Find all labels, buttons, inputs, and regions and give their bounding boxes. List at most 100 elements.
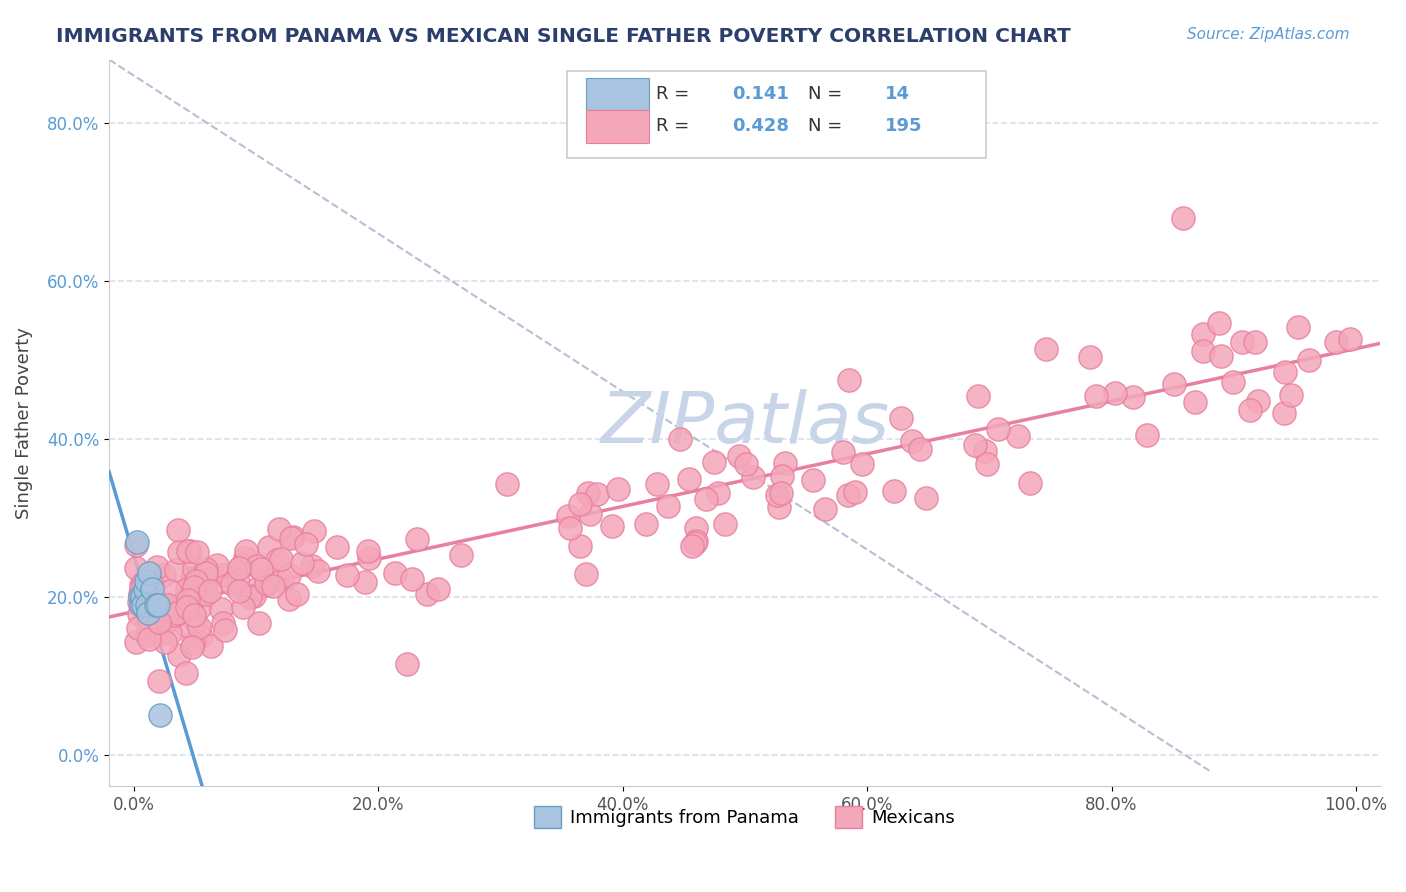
Mexicans: [157, 599, 180, 613]
Mexicans: [181, 635, 204, 649]
Mexicans: [1122, 390, 1144, 404]
Mexicans: [1239, 402, 1261, 417]
Mexicans: [228, 584, 250, 599]
Mexicans: [586, 487, 609, 501]
Immigrants from Panama: [134, 582, 156, 596]
Y-axis label: Single Father Poverty: Single Father Poverty: [15, 327, 32, 519]
Immigrants from Panama: [132, 598, 155, 612]
Mexicans: [1163, 377, 1185, 392]
Mexicans: [557, 508, 579, 523]
Mexicans: [125, 635, 148, 649]
Mexicans: [129, 586, 152, 600]
Mexicans: [768, 500, 790, 514]
Mexicans: [136, 624, 159, 638]
Immigrants from Panama: [141, 582, 163, 596]
Mexicans: [231, 558, 253, 572]
Mexicans: [183, 580, 205, 594]
Mexicans: [138, 632, 160, 647]
Mexicans: [901, 434, 924, 448]
Mexicans: [148, 673, 170, 688]
Mexicans: [266, 552, 288, 566]
Mexicans: [156, 614, 179, 628]
Mexicans: [769, 486, 792, 500]
Mexicans: [153, 605, 176, 619]
Mexicans: [166, 606, 188, 620]
Mexicans: [179, 544, 201, 558]
Mexicans: [908, 442, 931, 456]
FancyBboxPatch shape: [567, 70, 987, 158]
Mexicans: [250, 562, 273, 576]
Mexicans: [1078, 350, 1101, 364]
Mexicans: [228, 561, 250, 575]
Mexicans: [707, 486, 730, 500]
Mexicans: [278, 592, 301, 607]
Mexicans: [243, 589, 266, 603]
Mexicans: [136, 628, 159, 642]
Mexicans: [569, 498, 592, 512]
Mexicans: [814, 501, 837, 516]
Mexicans: [1339, 332, 1361, 346]
Mexicans: [636, 516, 658, 531]
FancyBboxPatch shape: [586, 111, 650, 144]
Mexicans: [685, 534, 707, 549]
Immigrants from Panama: [135, 574, 157, 588]
Mexicans: [159, 626, 181, 640]
Mexicans: [450, 548, 472, 562]
Mexicans: [1232, 334, 1254, 349]
Mexicans: [645, 477, 668, 491]
Text: 0.141: 0.141: [733, 85, 789, 103]
Mexicans: [735, 458, 758, 472]
Mexicans: [194, 587, 217, 601]
Mexicans: [129, 586, 152, 600]
Mexicans: [683, 536, 706, 550]
Immigrants from Panama: [145, 598, 167, 612]
Mexicans: [890, 411, 912, 425]
Mexicans: [357, 544, 380, 558]
Mexicans: [844, 485, 866, 500]
Text: R =: R =: [655, 118, 695, 136]
Text: N =: N =: [808, 85, 848, 103]
Mexicans: [136, 611, 159, 625]
Mexicans: [125, 561, 148, 575]
Mexicans: [336, 567, 359, 582]
Mexicans: [657, 499, 679, 513]
Mexicans: [568, 539, 591, 553]
Immigrants from Panama: [131, 590, 153, 604]
Mexicans: [136, 602, 159, 616]
Immigrants from Panama: [149, 708, 172, 723]
Mexicans: [153, 568, 176, 582]
Mexicans: [246, 559, 269, 574]
Mexicans: [174, 591, 197, 606]
Mexicans: [125, 537, 148, 551]
Mexicans: [129, 582, 152, 597]
Mexicans: [742, 469, 765, 483]
Mexicans: [131, 578, 153, 592]
Immigrants from Panama: [129, 598, 152, 612]
Mexicans: [235, 544, 257, 558]
Mexicans: [181, 571, 204, 585]
Mexicans: [801, 473, 824, 487]
Mexicans: [128, 607, 150, 622]
Mexicans: [416, 587, 439, 601]
Mexicans: [190, 629, 212, 643]
Mexicans: [159, 584, 181, 599]
Mexicans: [851, 457, 873, 471]
Mexicans: [301, 558, 323, 573]
Mexicans: [254, 578, 277, 592]
Mexicans: [212, 615, 235, 630]
Mexicans: [832, 445, 855, 459]
Mexicans: [967, 389, 990, 403]
Text: 14: 14: [884, 85, 910, 103]
Mexicans: [228, 574, 250, 588]
Mexicans: [1272, 406, 1295, 420]
Mexicans: [1281, 388, 1303, 402]
Immigrants from Panama: [146, 598, 169, 612]
Mexicans: [205, 558, 228, 572]
Mexicans: [307, 564, 329, 578]
Text: IMMIGRANTS FROM PANAMA VS MEXICAN SINGLE FATHER POVERTY CORRELATION CHART: IMMIGRANTS FROM PANAMA VS MEXICAN SINGLE…: [56, 27, 1071, 45]
Mexicans: [401, 572, 423, 586]
Mexicans: [160, 603, 183, 617]
Mexicans: [326, 541, 349, 555]
Immigrants from Panama: [136, 598, 159, 612]
Mexicans: [987, 422, 1010, 436]
